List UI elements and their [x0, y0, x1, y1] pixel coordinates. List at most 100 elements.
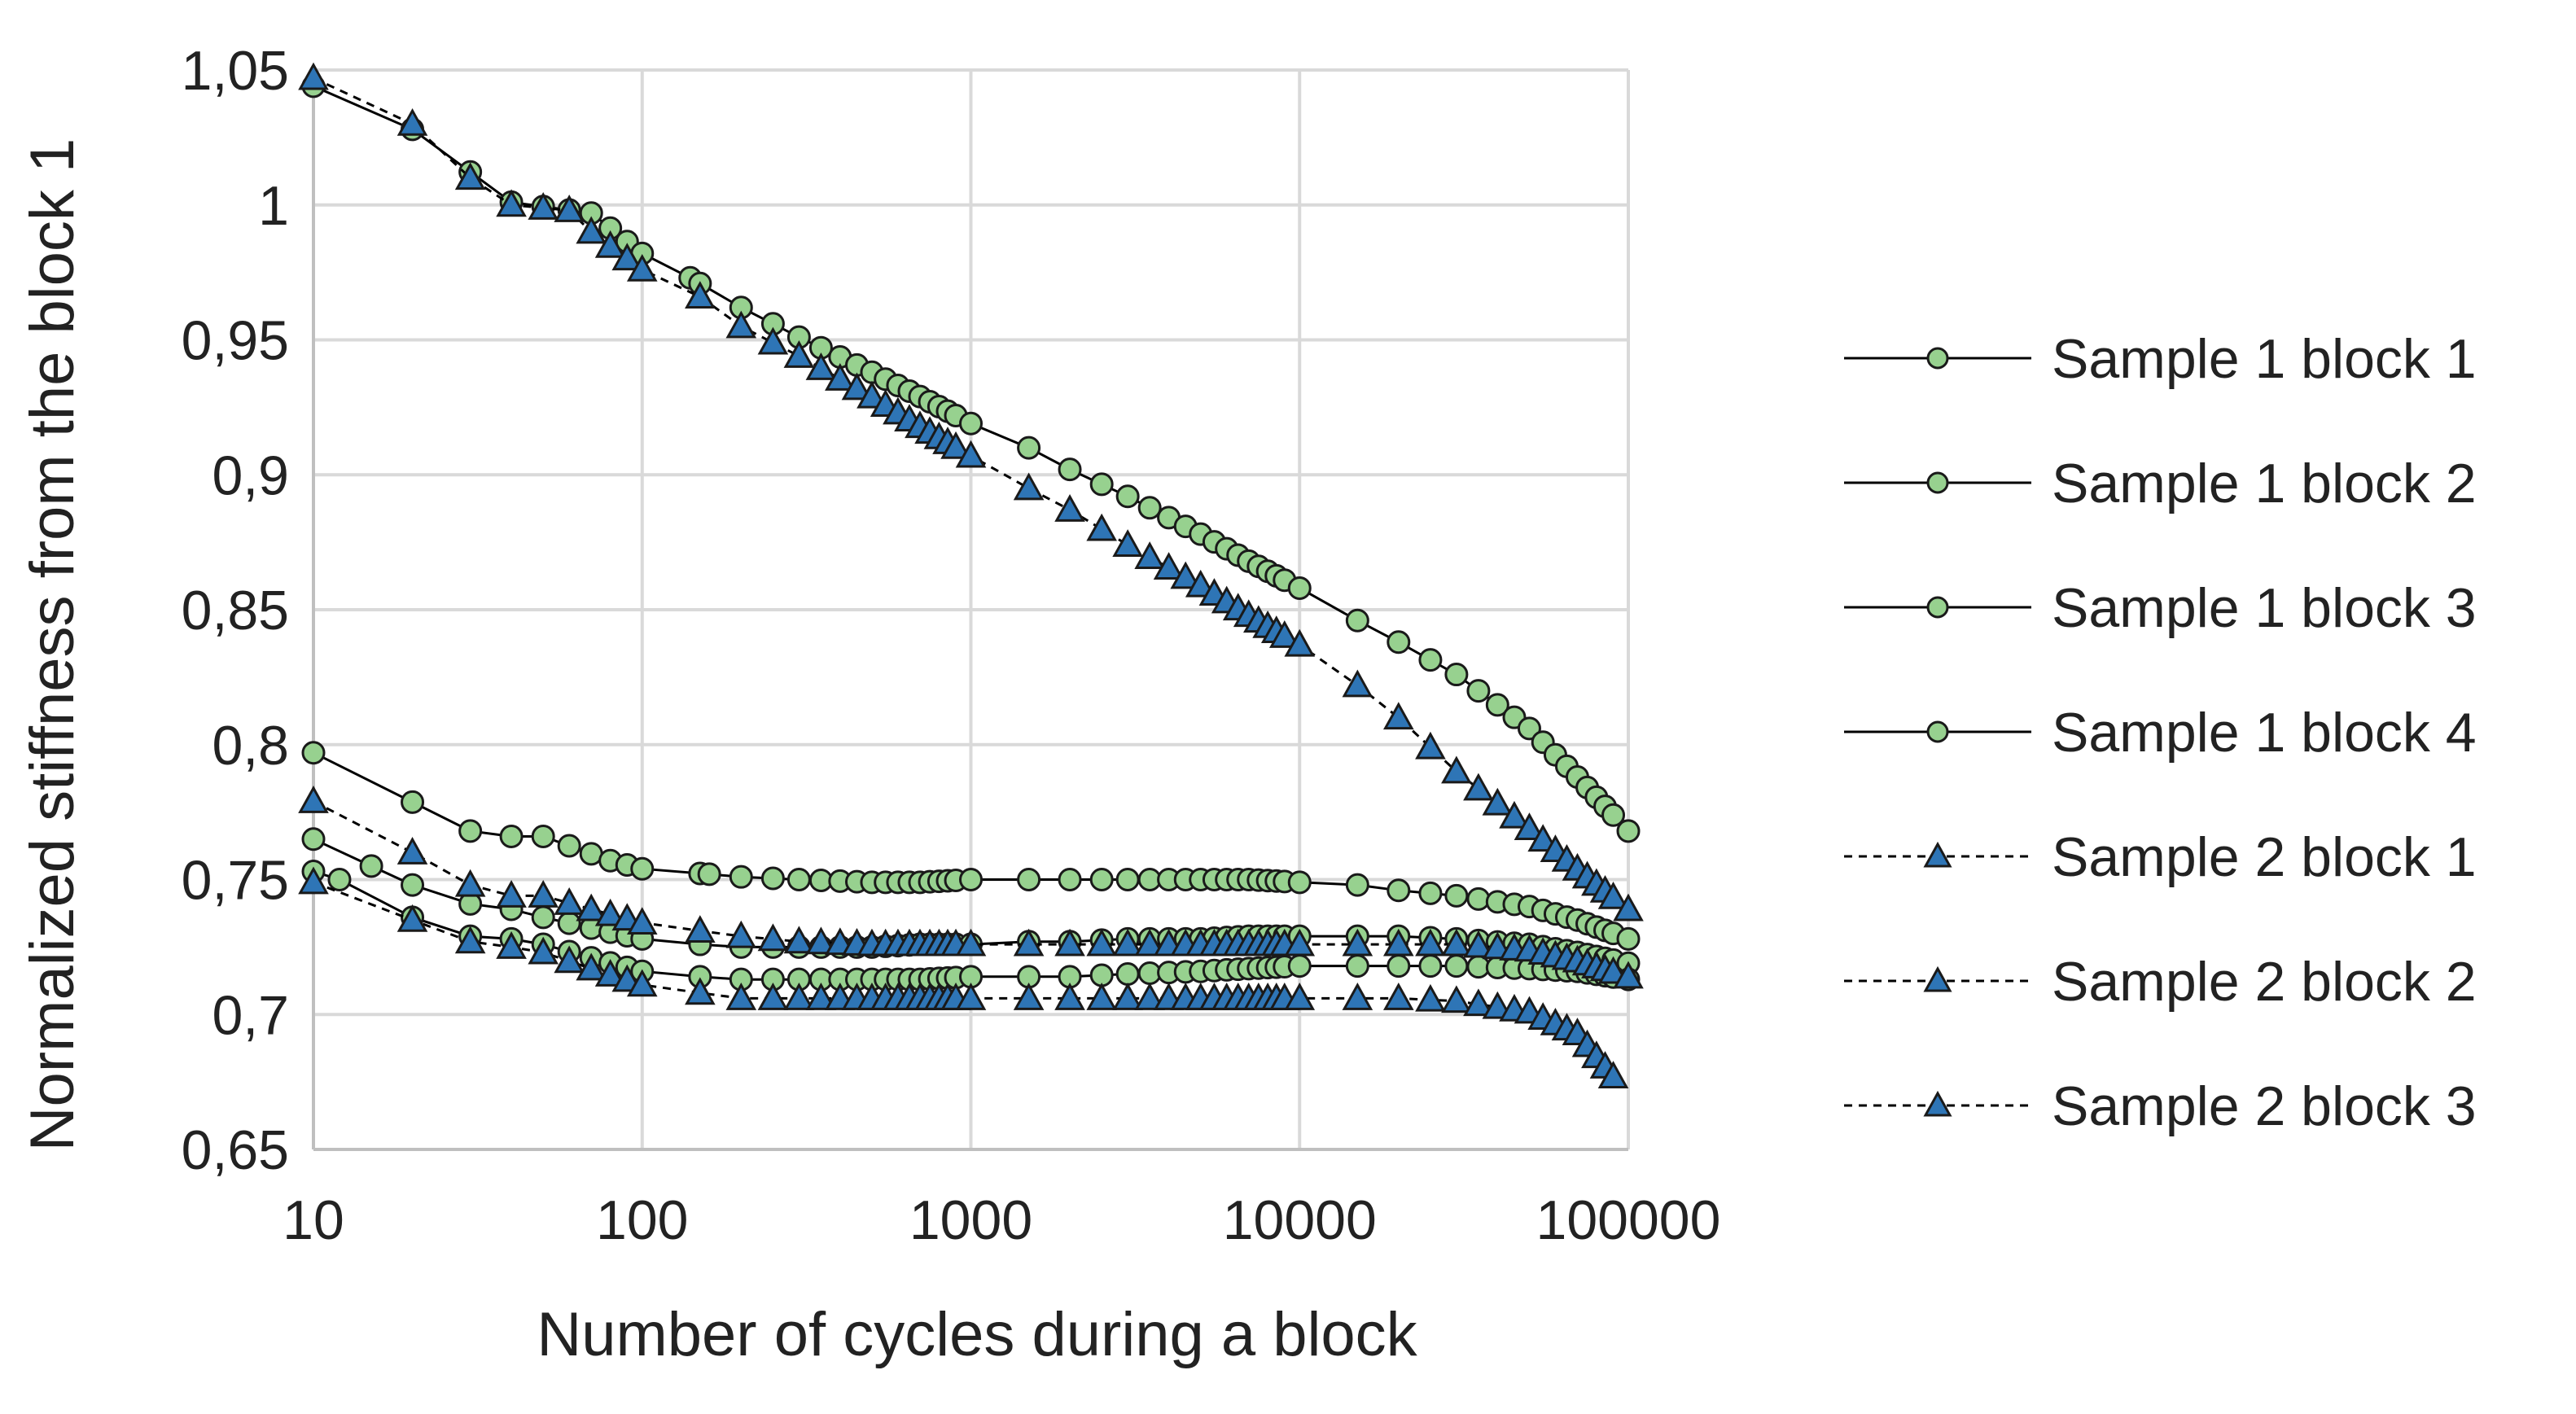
- data-point: [1115, 962, 1140, 987]
- x-axis-title: Number of cycles during a block: [537, 1300, 1417, 1369]
- series-1: [301, 74, 1641, 843]
- data-point: [959, 868, 983, 891]
- data-point: [685, 977, 716, 1005]
- legend-label: Sample 2 block 2: [2052, 951, 2477, 1013]
- data-point: [1342, 983, 1373, 1010]
- legend-marker: [1926, 471, 1949, 494]
- data-point: [805, 352, 837, 380]
- data-point: [1616, 819, 1641, 843]
- axes: [312, 70, 1628, 1151]
- data-point: [454, 869, 486, 897]
- y-tick-label: 0,65: [182, 1119, 289, 1181]
- data-point: [856, 380, 887, 409]
- data-point: [594, 959, 626, 987]
- data-point: [1112, 983, 1143, 1010]
- data-point: [557, 911, 581, 935]
- data-point: [1058, 868, 1082, 891]
- data-point: [825, 363, 856, 391]
- data-point: [1185, 569, 1216, 598]
- data-point: [1415, 928, 1446, 957]
- x-tick-label: 100: [596, 1189, 688, 1251]
- data-point: [499, 824, 524, 848]
- data-point: [1342, 669, 1373, 698]
- data-point: [786, 868, 811, 891]
- data-point: [396, 107, 428, 136]
- data-point: [685, 915, 716, 943]
- data-point: [496, 880, 527, 908]
- data-point: [626, 907, 658, 935]
- legend-label: Sample 2 block 1: [2052, 826, 2477, 888]
- data-point: [1013, 928, 1045, 957]
- data-point: [1134, 928, 1165, 957]
- data-point: [626, 253, 658, 282]
- data-point: [1134, 541, 1165, 569]
- data-point: [1345, 873, 1369, 897]
- data-point: [1613, 961, 1644, 989]
- data-point: [1499, 800, 1530, 829]
- data-point: [594, 898, 626, 926]
- data-point: [1342, 928, 1373, 957]
- data-point: [626, 969, 658, 997]
- data-point: [1054, 494, 1085, 522]
- data-point: [783, 926, 815, 954]
- data-point: [760, 866, 785, 891]
- legend-label: Sample 2 block 3: [2052, 1075, 2477, 1137]
- data-point: [725, 920, 757, 948]
- data-point: [1345, 954, 1369, 978]
- y-tick-label: 0,75: [182, 850, 289, 912]
- legend-item: Sample 1 block 2: [1844, 453, 2477, 514]
- x-tick-label: 100000: [1536, 1189, 1721, 1251]
- data-point: [1017, 436, 1041, 460]
- y-tick-label: 0,9: [212, 444, 289, 506]
- data-point: [685, 281, 716, 309]
- data-point: [783, 983, 815, 1010]
- data-point: [1527, 824, 1558, 852]
- data-point: [630, 856, 655, 881]
- data-point: [576, 893, 607, 922]
- data-point: [576, 216, 607, 244]
- data-point: [757, 923, 789, 952]
- data-point: [1601, 803, 1626, 827]
- data-point: [1112, 529, 1143, 557]
- data-point: [557, 834, 581, 858]
- legend-marker: [1923, 841, 1952, 868]
- series-layer: [298, 62, 1644, 1088]
- data-point: [1287, 870, 1312, 895]
- data-point: [841, 372, 873, 401]
- data-point: [805, 983, 837, 1010]
- data-point: [1345, 608, 1369, 633]
- data-point: [1613, 893, 1644, 922]
- data-point: [1441, 928, 1472, 957]
- data-point: [1444, 663, 1469, 687]
- y-tick-label: 1: [258, 175, 289, 237]
- data-point: [1153, 552, 1185, 580]
- data-point: [1444, 954, 1469, 978]
- tick-labels: 0,65 0,7 0,75 0,8 0,85 0,9 0,95 1 1,05 10 100 1000 1…: [182, 40, 1721, 1251]
- data-point: [554, 887, 585, 915]
- y-axis-title: Normalized stiffness from the block 1: [18, 138, 87, 1152]
- data-point: [805, 926, 837, 955]
- data-point: [301, 827, 326, 851]
- data-point: [531, 905, 555, 930]
- data-point: [1058, 457, 1082, 482]
- legend-label: Sample 1 block 1: [2052, 328, 2477, 390]
- legend-label: Sample 1 block 3: [2052, 577, 2477, 639]
- data-point: [1284, 628, 1316, 657]
- y-tick-label: 0,85: [182, 580, 289, 641]
- data-point: [940, 431, 971, 459]
- data-point: [1137, 496, 1162, 520]
- data-point: [1485, 693, 1509, 717]
- data-point: [1089, 868, 1114, 891]
- data-point: [1463, 988, 1494, 1017]
- data-point: [531, 824, 555, 848]
- data-point: [298, 62, 329, 90]
- data-point: [1597, 1061, 1629, 1088]
- data-point: [401, 790, 425, 814]
- x-tick-label: 10000: [1223, 1189, 1377, 1251]
- legend-marker: [1923, 1090, 1952, 1117]
- data-point: [301, 741, 326, 765]
- legend-marker: [1926, 347, 1949, 370]
- data-point: [1268, 619, 1300, 648]
- data-point: [327, 868, 352, 891]
- legend-item: Sample 1 block 3: [1844, 577, 2477, 639]
